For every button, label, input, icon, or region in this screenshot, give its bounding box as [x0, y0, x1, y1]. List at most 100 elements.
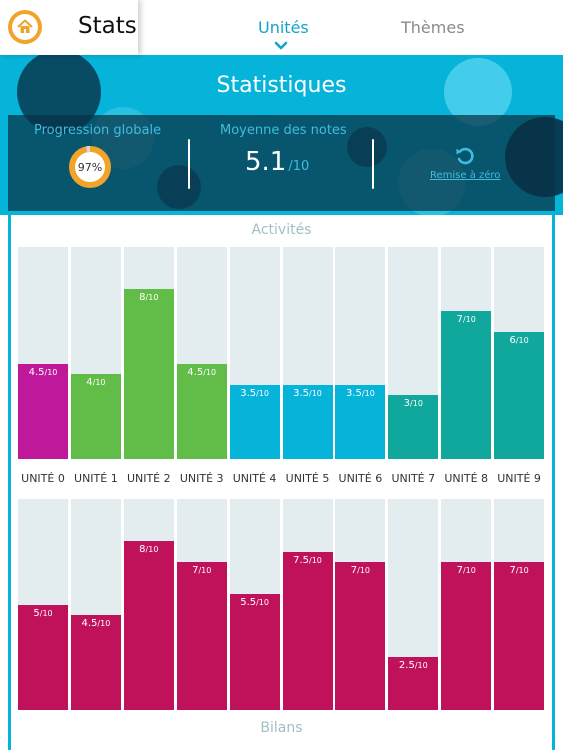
- progress-label: Progression globale: [34, 123, 162, 138]
- bar-value: 3.5: [240, 387, 257, 399]
- bar-value: 7: [509, 565, 516, 577]
- bar-value: 7: [456, 313, 463, 325]
- bar-value-suffix: /10: [39, 608, 53, 618]
- chart-bar[interactable]: [229, 384, 280, 459]
- bar-value-suffix: /10: [515, 335, 529, 345]
- bar-value-suffix: /10: [145, 545, 159, 555]
- bar-value-suffix: /10: [44, 367, 58, 377]
- chart-bar[interactable]: [176, 562, 227, 710]
- unit-category-label: UNITÉ 7: [391, 472, 436, 485]
- bar-value: 3.5: [346, 387, 362, 399]
- chart-bar[interactable]: [388, 657, 439, 710]
- bar-value-label: 3.5/10: [335, 388, 385, 399]
- unit-category-label: UNITÉ 9: [497, 472, 541, 485]
- chart-bar[interactable]: [229, 593, 280, 710]
- bar-value-suffix: /10: [309, 388, 322, 398]
- bar-value-suffix: /10: [361, 388, 375, 398]
- reset-icon[interactable]: [454, 145, 476, 167]
- stats-header: Statistiques Progression globale 97% Moy…: [0, 55, 563, 215]
- summary-bar: Progression globale 97% Moyenne des note…: [8, 115, 555, 211]
- chart-bar[interactable]: [282, 384, 333, 459]
- chart-bar[interactable]: [335, 562, 386, 710]
- chart-bar[interactable]: [282, 551, 333, 710]
- bar-value-suffix: /10: [462, 314, 476, 324]
- stats-title: Statistiques: [216, 73, 347, 98]
- bar-value-label: 4.5/10: [18, 367, 68, 378]
- unit-category-label: UNITÉ 0: [21, 472, 65, 485]
- chart-bar[interactable]: [388, 395, 439, 459]
- bar-value-label: 4.5/10: [71, 618, 121, 629]
- unit-category-label: UNITÉ 8: [444, 472, 489, 485]
- chart-bar[interactable]: [176, 363, 227, 459]
- home-icon: [12, 14, 38, 40]
- bar-value-label: 3.5/10: [230, 388, 280, 399]
- bar-value: 8: [139, 544, 146, 556]
- chart-bar[interactable]: [123, 289, 174, 459]
- bar-value-suffix: /10: [198, 566, 212, 576]
- divider: [188, 139, 190, 189]
- bar-value-label: 7/10: [494, 565, 544, 576]
- bar-value-suffix: /10: [92, 378, 106, 388]
- average-score: 5.1/10: [245, 147, 309, 177]
- chart-bar[interactable]: [70, 374, 121, 459]
- bar-value-suffix: /10: [357, 566, 371, 576]
- bar-value: 7: [192, 565, 199, 577]
- bar-value: 2.5: [398, 660, 415, 672]
- bar-value-label: 6/10: [494, 335, 544, 346]
- activities-chart-title: Activités: [251, 222, 312, 238]
- progress-value: 97%: [78, 161, 102, 174]
- chevron-down-icon: [274, 41, 288, 50]
- bar-value-label: 5.5/10: [230, 597, 280, 608]
- bar-value-label: 7/10: [335, 565, 385, 576]
- bar-value-suffix: /10: [97, 619, 111, 629]
- bar-value: 8: [139, 292, 146, 304]
- progress-ring: 97%: [69, 146, 111, 188]
- bar-value-suffix: /10: [410, 399, 423, 409]
- unit-category-label: UNITÉ 3: [179, 472, 224, 485]
- bar-value: 5: [33, 607, 40, 619]
- home-button[interactable]: [8, 10, 42, 44]
- chart-bar[interactable]: [335, 384, 386, 459]
- chart-bar[interactable]: [123, 541, 174, 710]
- title-panel: Stats: [0, 0, 138, 55]
- chart-bar[interactable]: [70, 615, 121, 710]
- bar-value: 4.5: [81, 618, 98, 630]
- page-title: Stats: [78, 13, 137, 39]
- bar-value-label: 8/10: [124, 292, 174, 303]
- chart-bar[interactable]: [441, 310, 492, 459]
- tab-units[interactable]: Unités: [258, 18, 309, 37]
- assessments-chart-title: Bilans: [260, 720, 303, 736]
- bar-value: 3: [403, 398, 411, 410]
- divider: [372, 139, 374, 189]
- bar-value-label: 8/10: [124, 544, 174, 555]
- bar-value-suffix: /10: [515, 566, 529, 576]
- bar-value-label: 3/10: [388, 398, 438, 409]
- bar-value-suffix: /10: [256, 388, 269, 398]
- bar-value-suffix: /10: [462, 566, 476, 576]
- bar-value: 7: [456, 565, 463, 577]
- decorative-bubble: [444, 58, 512, 126]
- unit-category-label: UNITÉ 4: [232, 472, 277, 485]
- chart-bar[interactable]: [18, 363, 68, 459]
- bar-value: 7.5: [293, 554, 310, 566]
- unit-category-label: UNITÉ 6: [338, 472, 383, 485]
- tab-themes[interactable]: Thèmes: [401, 18, 465, 37]
- bar-value: 6: [509, 334, 516, 346]
- bar-value-suffix: /10: [203, 367, 217, 377]
- reset-button[interactable]: Remise à zéro: [430, 170, 501, 181]
- bar-value-label: 4.5/10: [177, 367, 227, 378]
- bar-value-label: 3.5/10: [283, 388, 333, 399]
- bar-value-label: 7/10: [441, 314, 491, 325]
- chart-bar[interactable]: [494, 331, 545, 459]
- bar-value: 7: [350, 565, 358, 577]
- bar-value-label: 5/10: [18, 608, 68, 619]
- chart-bar[interactable]: [441, 562, 492, 710]
- chart-bar[interactable]: [18, 604, 68, 710]
- bar-value-suffix: /10: [145, 293, 159, 303]
- bar-value-label: 2.5/10: [388, 660, 438, 671]
- bar-value: 5.5: [240, 596, 257, 608]
- chart-bar[interactable]: [494, 562, 545, 710]
- bar-value: 4.5: [28, 366, 45, 378]
- bar-value-label: 7/10: [441, 565, 491, 576]
- top-nav-bar: Stats Unités Thèmes: [0, 0, 563, 55]
